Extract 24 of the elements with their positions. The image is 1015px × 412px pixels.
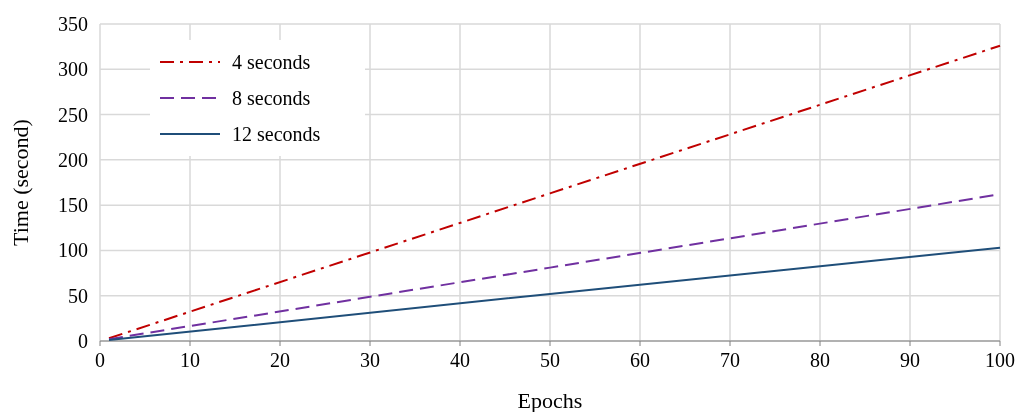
x-tick-label: 90 bbox=[900, 349, 920, 371]
y-tick-label: 0 bbox=[78, 330, 88, 352]
x-tick-label: 60 bbox=[630, 349, 650, 371]
x-tick-label: 10 bbox=[180, 349, 200, 371]
legend-label: 4 seconds bbox=[232, 51, 311, 73]
legend-label: 12 seconds bbox=[232, 123, 321, 145]
y-tick-label: 200 bbox=[58, 148, 88, 171]
x-tick-label: 30 bbox=[360, 349, 380, 371]
x-tick-label: 50 bbox=[540, 349, 560, 371]
y-tick-label: 100 bbox=[58, 239, 88, 262]
y-axis-title: Time (second) bbox=[8, 119, 33, 246]
y-tick-label: 150 bbox=[58, 194, 88, 217]
y-tick-label: 350 bbox=[58, 13, 88, 35]
legend-label: 8 seconds bbox=[232, 87, 311, 109]
x-tick-label: 80 bbox=[810, 349, 830, 371]
x-tick-label: 20 bbox=[270, 349, 290, 371]
x-axis-title: Epochs bbox=[517, 388, 583, 412]
x-tick-label: 40 bbox=[450, 349, 470, 371]
x-tick-label: 0 bbox=[95, 349, 105, 371]
y-tick-label: 300 bbox=[58, 58, 88, 81]
y-tick-label: 50 bbox=[68, 284, 88, 307]
x-tick-label: 100 bbox=[985, 349, 1015, 371]
y-tick-label: 250 bbox=[58, 103, 88, 126]
x-tick-label: 70 bbox=[720, 349, 740, 371]
